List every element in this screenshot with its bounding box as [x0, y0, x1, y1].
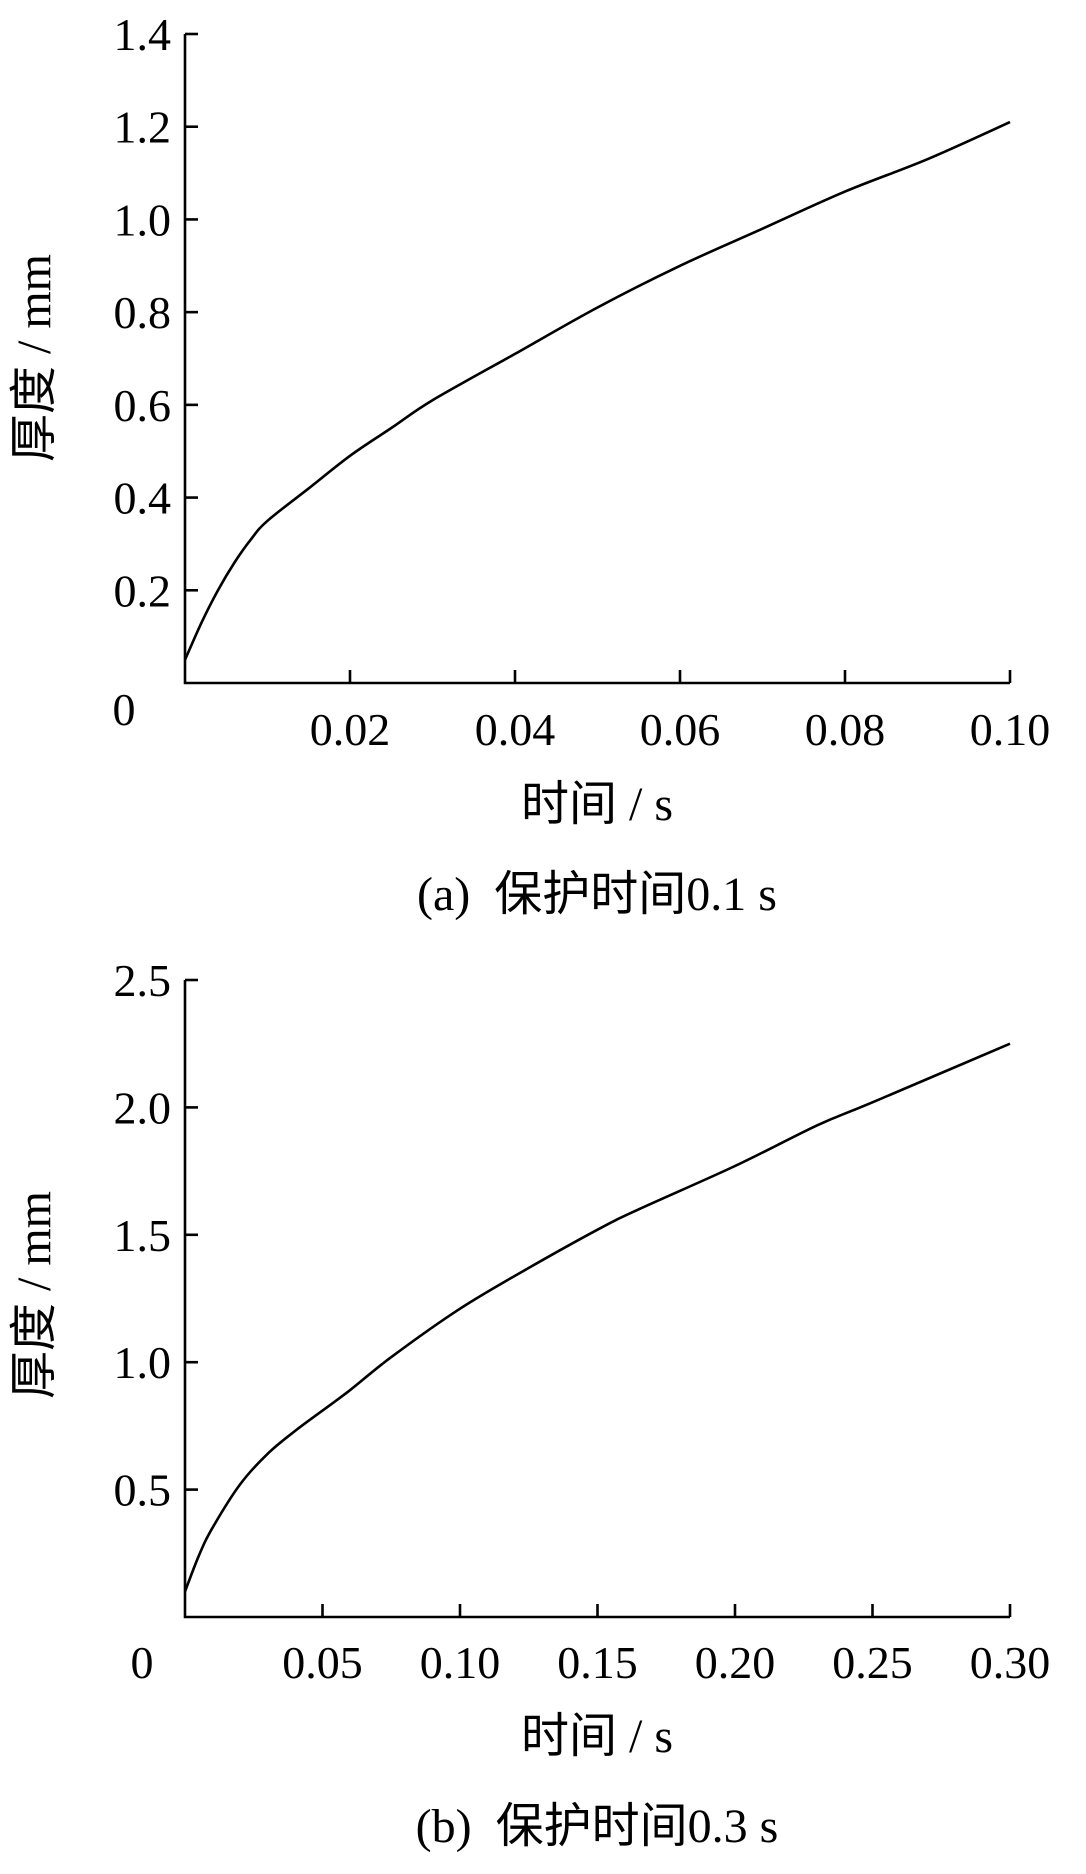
panel-a-axes — [183, 34, 1010, 685]
panel-a-caption: (a) 保护时间0.1 s — [417, 868, 777, 921]
panel-b-y-tick-label-2: 1.5 — [114, 1210, 172, 1261]
panel-b-axes — [183, 980, 1010, 1619]
panel-a-y-tick-label-3: 0.8 — [114, 287, 172, 338]
panel-a: 0.20.40.60.81.01.21.4 0.02 0.04 0.06 0.08 0.… — [8, 9, 1050, 921]
panel-b-y-tick-label-4: 2.5 — [114, 955, 172, 1006]
panel-b-ticks — [185, 978, 1012, 1617]
panel-a-x-tick-label-4: 0.10 — [970, 704, 1051, 755]
panel-a-origin-label: 0 — [113, 684, 136, 735]
panel-b-x-tick-label-5: 0.30 — [970, 1637, 1051, 1688]
panel-b-caption: (b) 保护时间0.3 s — [416, 1800, 779, 1853]
panel-a-y-tick-label-1: 0.4 — [114, 473, 172, 524]
panel-a-x-tick-labels: 0.02 0.04 0.06 0.08 0.10 — [310, 704, 1051, 755]
panel-a-x-axis-label: 时间 / s — [521, 778, 673, 831]
panel-b-y-tick-label-3: 2.0 — [114, 1082, 172, 1133]
panel-a-y-tick-label-6: 1.4 — [114, 9, 172, 60]
panel-a-y-tick-labels: 0.2 0.4 0.6 0.8 1.0 1.2 1.4 — [114, 9, 172, 616]
panel-b-series-line — [183, 1042, 1011, 1592]
panel-b-x-axis-label: 时间 / s — [521, 1710, 673, 1763]
panel-b-x-tick-label-1: 0.10 — [420, 1637, 501, 1688]
panel-a-y-axis-label: 厚度 / mm — [8, 254, 61, 462]
panel-a-x-tick-label-3: 0.08 — [805, 704, 886, 755]
panel-a-y-tick-label-0: 0.2 — [114, 565, 172, 616]
panel-a-y-tick-label-4: 1.0 — [114, 194, 172, 245]
panel-b-origin-label: 0 — [131, 1637, 154, 1688]
panel-a-x-tick-label-1: 0.04 — [475, 704, 556, 755]
panel-a-ticks — [185, 32, 1012, 683]
panel-b-x-tick-label-3: 0.20 — [695, 1637, 776, 1688]
panel-a-series-line — [183, 120, 1011, 661]
panel-b-x-tick-label-0: 0.05 — [282, 1637, 363, 1688]
panel-b-y-tick-label-1: 1.0 — [114, 1337, 172, 1388]
panel-a-x-tick-label-2: 0.06 — [640, 704, 721, 755]
panel-b-x-tick-labels: 0.05 0.10 0.15 0.20 0.25 0.30 — [282, 1637, 1050, 1688]
panel-a-x-tick-label-0: 0.02 — [310, 704, 391, 755]
panel-b-x-tick-label-2: 0.15 — [557, 1637, 638, 1688]
panel-b-y-tick-labels: 0.5 1.0 1.5 2.0 2.5 — [114, 955, 172, 1516]
panel-a-y-tick-label-5: 1.2 — [114, 102, 172, 153]
panel-a-y-tick-label-2: 0.6 — [114, 380, 172, 431]
panel-b-y-axis-label: 厚度 / mm — [8, 1191, 61, 1399]
panel-b-y-tick-label-0: 0.5 — [114, 1465, 172, 1516]
panel-b-x-tick-label-4: 0.25 — [832, 1637, 913, 1688]
panel-b: 0.5 1.0 1.5 2.0 2.5 0.05 0.10 0.15 0.20 0.25 0.30… — [8, 955, 1050, 1853]
